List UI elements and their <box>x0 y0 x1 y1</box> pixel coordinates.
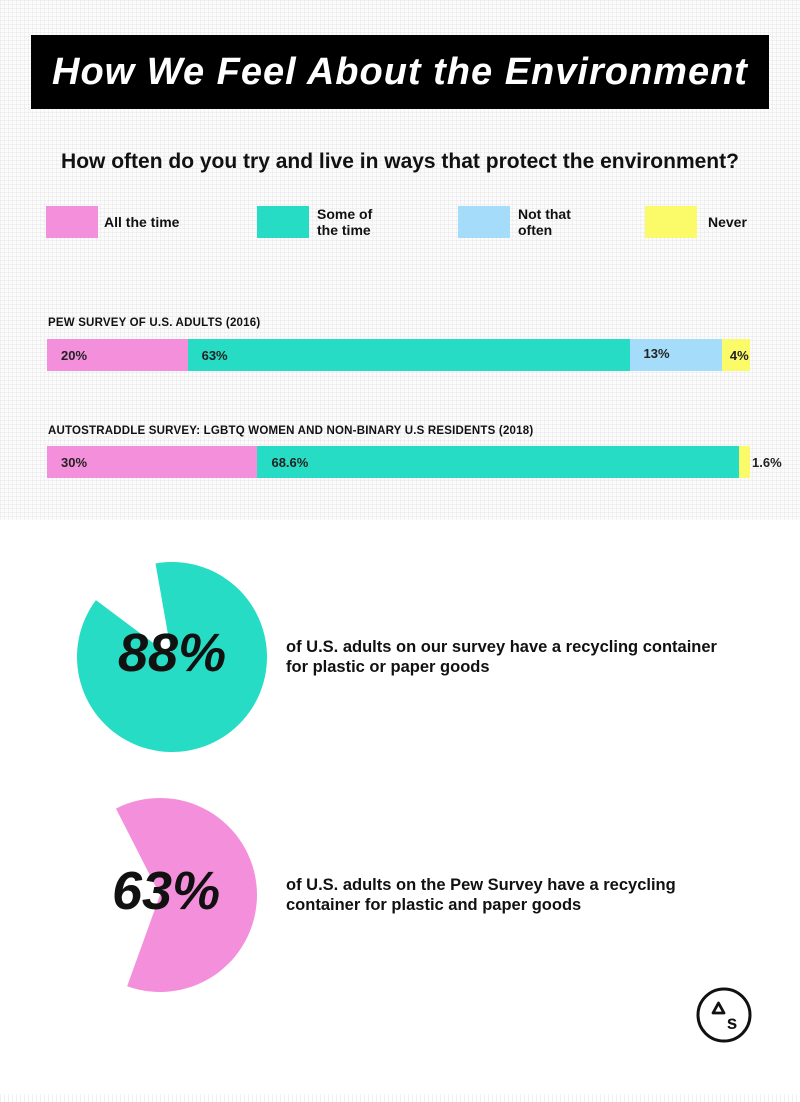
legend-swatch <box>46 206 98 238</box>
legend-label: Not that often <box>518 206 571 238</box>
segment-value-label: 30% <box>61 455 88 470</box>
autostraddle-survey-label: AUTOSTRADDLE SURVEY: LGBTQ WOMEN AND NON… <box>48 425 534 437</box>
segment-not-that-often <box>630 339 722 371</box>
segment-never <box>738 446 750 478</box>
segment-never <box>721 339 750 371</box>
segment-value-label: 20% <box>61 348 88 363</box>
decorative-border <box>0 1094 800 1102</box>
recycling-stat-pew: of U.S. adults on the Pew Survey have a … <box>286 876 676 914</box>
segment-all-the-time <box>47 339 188 371</box>
segment-some-of-the-time <box>257 446 739 478</box>
pew-survey-label: PEW SURVEY OF U.S. ADULTS (2016) <box>48 317 261 329</box>
legend-item-all-the-time: All the time <box>46 206 226 238</box>
legend-item-not-that-often: Not that often <box>458 206 618 238</box>
pie-slice <box>77 561 268 752</box>
pie-value-label: 63% <box>112 861 221 921</box>
pie-value-label: 88% <box>118 623 227 683</box>
legend-item-some-of-the-time: Some of the time <box>257 206 417 238</box>
legend-item-never: Never <box>645 206 765 238</box>
legend-swatch <box>458 206 510 238</box>
recycling-pie-chart-our-survey <box>77 561 268 752</box>
svg-text:s: s <box>727 1013 738 1034</box>
segment-value-label: 13% <box>643 346 670 361</box>
page-title: How We Feel About the Environment <box>52 50 748 93</box>
segment-value-label: 63% <box>201 348 228 363</box>
segment-all-the-time <box>47 446 258 478</box>
segment-value-label: 4% <box>729 348 749 363</box>
recycling-stat-our-survey: of U.S. adults on our survey have a recy… <box>286 638 717 676</box>
legend-label: Some of the time <box>317 206 373 238</box>
legend-swatch <box>257 206 309 238</box>
survey-question: How often do you try and live in ways th… <box>61 150 739 173</box>
pie-slice <box>115 798 257 993</box>
recycling-pie-chart-pew <box>115 798 257 993</box>
legend-swatch <box>645 206 697 238</box>
title-banner: How We Feel About the Environment <box>31 35 769 109</box>
segment-value-label: 1.6% <box>752 455 782 470</box>
legend-label: Never <box>708 214 747 230</box>
legend-label: All the time <box>104 214 180 230</box>
segment-value-label: 68.6% <box>271 455 309 470</box>
segment-some-of-the-time <box>187 339 631 371</box>
autostraddle-logo-icon: s <box>696 987 752 1043</box>
